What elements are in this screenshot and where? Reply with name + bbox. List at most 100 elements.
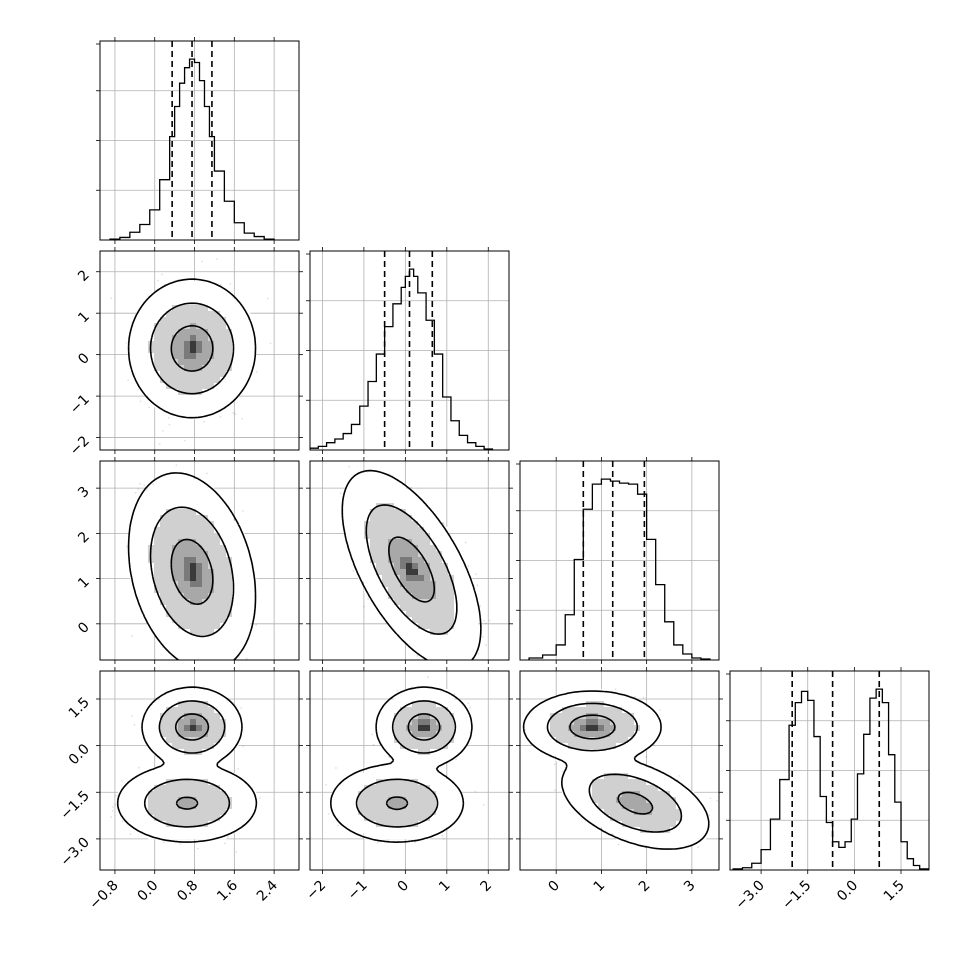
- density-cell: [202, 407, 209, 414]
- density-cell: [214, 377, 221, 384]
- density-cell: [178, 323, 185, 330]
- density-cell: [142, 389, 149, 396]
- density-cell: [226, 311, 233, 318]
- scatter-point: [137, 488, 140, 491]
- density-cell: [220, 371, 227, 378]
- panel-content: [100, 461, 299, 680]
- density-cell: [208, 377, 215, 384]
- density-cell: [196, 365, 203, 372]
- density-cell: [226, 299, 233, 306]
- density-cell: [214, 389, 221, 396]
- density-cell: [202, 359, 209, 366]
- scatter-point: [205, 678, 207, 680]
- density-cell: [232, 371, 239, 378]
- density-cell: [250, 347, 257, 354]
- density-cell: [184, 305, 191, 312]
- density-cell: [196, 281, 203, 288]
- scatter-point: [219, 416, 222, 418]
- scatter-point: [186, 673, 188, 675]
- density-cell: [160, 401, 167, 408]
- density-cell: [214, 329, 221, 336]
- scatter-point: [168, 423, 171, 426]
- density-cell: [220, 329, 227, 336]
- density-cell: [166, 371, 173, 378]
- density-cell: [214, 299, 221, 306]
- density-cell: [220, 299, 227, 306]
- density-cell: [160, 353, 167, 360]
- density-cell: [142, 323, 149, 330]
- density-cell: [178, 341, 185, 348]
- density-cell: [196, 311, 203, 318]
- density-cell: [160, 389, 167, 396]
- density-cell: [238, 317, 245, 324]
- density-cell: [196, 371, 203, 378]
- scatter-point: [234, 413, 237, 415]
- y-tick-label: −1: [67, 392, 93, 418]
- density-cell: [202, 341, 209, 348]
- density-cell: [172, 329, 179, 336]
- density-cell: [172, 407, 179, 414]
- panel-frame: [519, 460, 720, 661]
- density-cell: [160, 371, 167, 378]
- hist-panel-3: −3.0 −1.5 0.0 1.5: [726, 667, 930, 913]
- density-cell: [136, 377, 143, 384]
- density-cell: [190, 347, 197, 354]
- scatter-point: [125, 342, 128, 344]
- density-cell: [244, 353, 251, 360]
- density-cell: [166, 389, 173, 396]
- density-cell: [160, 329, 167, 336]
- scatter-point: [233, 518, 235, 521]
- density-cell: [184, 377, 191, 384]
- density-cell: [148, 311, 155, 318]
- density-cell: [142, 371, 149, 378]
- density-cell: [208, 365, 215, 372]
- density-cell: [178, 395, 185, 402]
- density-cell: [172, 299, 179, 306]
- density-cell: [154, 317, 161, 324]
- density-cell: [196, 287, 203, 294]
- density-cell: [196, 395, 203, 402]
- density-cell: [238, 347, 245, 354]
- density-cell: [226, 371, 233, 378]
- density-cell: [166, 305, 173, 312]
- density-cell: [190, 311, 197, 318]
- scatter-point: [143, 484, 146, 486]
- density-cell: [178, 293, 185, 300]
- density-cell: [190, 407, 197, 414]
- density-cell: [142, 383, 149, 390]
- density-cell: [154, 323, 161, 330]
- density-cell: [142, 335, 149, 342]
- density-cell: [148, 389, 155, 396]
- scatter-point: [125, 545, 128, 547]
- density-cell: [142, 359, 149, 366]
- density-cell: [226, 389, 233, 396]
- x-tick-label: 1.5: [881, 878, 908, 905]
- density-cell: [244, 371, 251, 378]
- hist-panel-2: [516, 457, 720, 664]
- density-cell: [166, 377, 173, 384]
- density-cell: [202, 317, 209, 324]
- density-cell: [190, 299, 197, 306]
- histogram-step-0: [109, 58, 275, 240]
- density-cell: [214, 293, 221, 300]
- scatter-point: [203, 420, 206, 423]
- density-cell: [220, 377, 227, 384]
- scatter-point: [216, 258, 218, 260]
- density-cell: [196, 329, 203, 336]
- density-cell: [172, 317, 179, 324]
- scatter-point: [232, 412, 235, 414]
- density-cell: [160, 383, 167, 390]
- density-cell: [184, 335, 191, 342]
- density-cell: [232, 335, 239, 342]
- density-cell: [208, 347, 215, 354]
- density-cell: [172, 365, 179, 372]
- density-cell: [202, 335, 209, 342]
- panel-frame: [99, 40, 300, 241]
- y-tick-label: 1: [75, 309, 93, 327]
- density-cell: [184, 359, 191, 366]
- density-cell: [166, 335, 173, 342]
- density-cell: [202, 293, 209, 300]
- density-cell: [160, 299, 167, 306]
- density-cell: [202, 371, 209, 378]
